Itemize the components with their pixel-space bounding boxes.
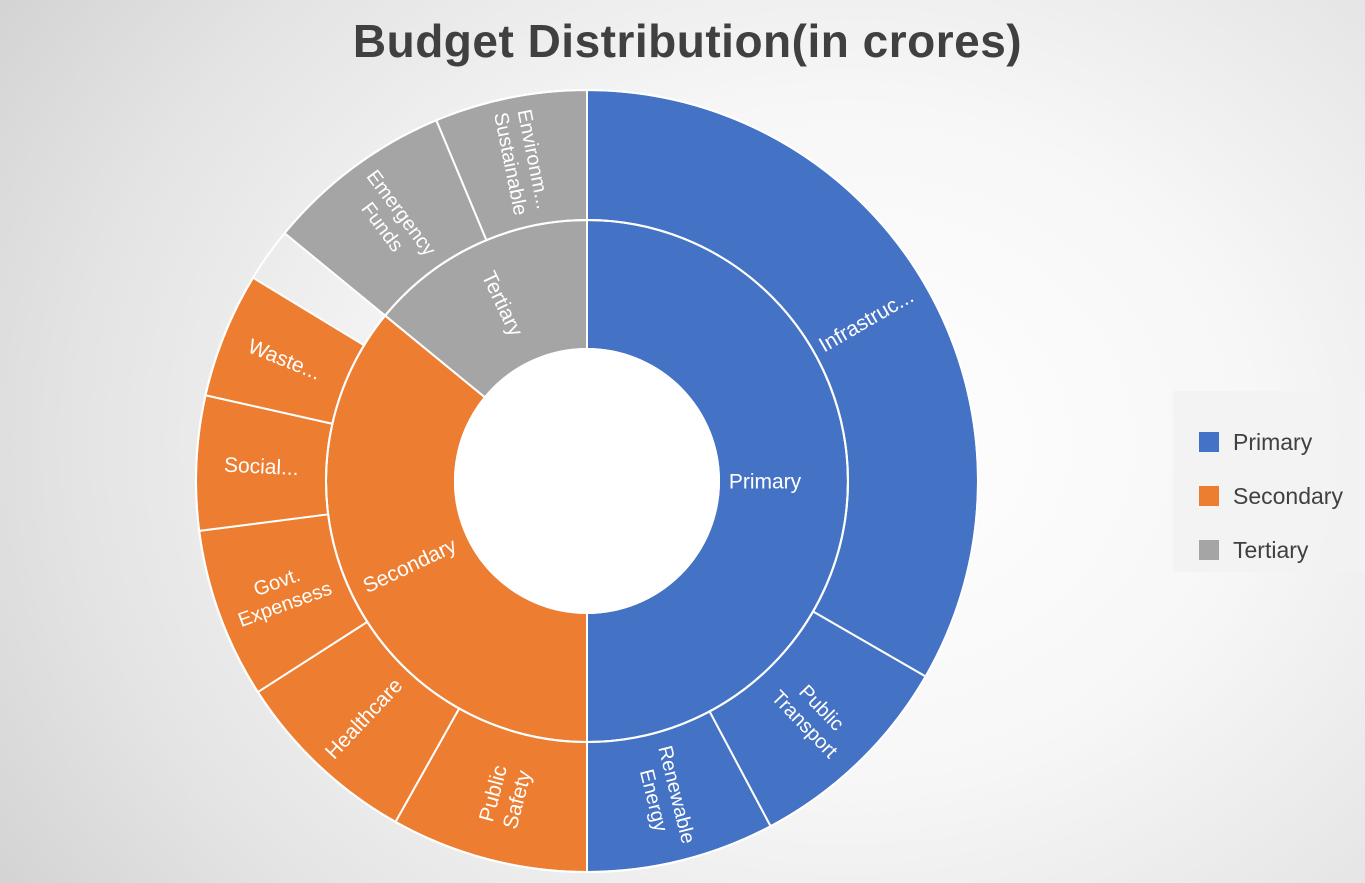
ring-border xyxy=(195,89,979,873)
legend: Primary Secondary Tertiary xyxy=(1173,391,1365,572)
legend-swatch-primary xyxy=(1199,432,1219,452)
legend-item-tertiary: Tertiary xyxy=(1199,523,1365,577)
ring-border xyxy=(325,219,849,743)
legend-swatch-tertiary xyxy=(1199,540,1219,560)
chart-title: Budget Distribution(in crores) xyxy=(352,15,1023,67)
label-social: Social... xyxy=(223,454,299,480)
legend-item-primary: Primary xyxy=(1199,415,1365,469)
legend-item-secondary: Secondary xyxy=(1199,469,1365,523)
legend-label-tertiary: Tertiary xyxy=(1233,536,1309,563)
legend-label-primary: Primary xyxy=(1233,428,1313,455)
label-primary: Primary xyxy=(729,471,802,494)
ring-border xyxy=(454,348,720,614)
legend-label-secondary: Secondary xyxy=(1233,482,1343,509)
legend-swatch-secondary xyxy=(1199,486,1219,506)
center-hole xyxy=(456,350,718,612)
